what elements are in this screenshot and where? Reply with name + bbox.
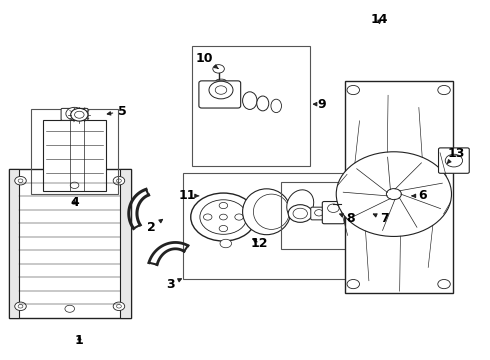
Bar [281, 182, 348, 249]
Text: 12: 12 [251, 237, 268, 250]
Circle shape [209, 81, 233, 99]
Circle shape [15, 302, 26, 311]
Bar [344, 81, 453, 293]
Text: 2: 2 [147, 220, 163, 234]
Circle shape [215, 86, 227, 94]
Text: 7: 7 [373, 212, 389, 225]
Ellipse shape [271, 99, 281, 113]
Ellipse shape [243, 189, 291, 235]
Circle shape [113, 302, 125, 311]
Circle shape [191, 193, 256, 241]
Circle shape [71, 108, 88, 121]
FancyBboxPatch shape [322, 202, 344, 224]
FancyBboxPatch shape [199, 81, 241, 108]
Circle shape [74, 111, 84, 118]
Circle shape [288, 205, 312, 222]
Bar [121, 170, 131, 318]
Bar [31, 109, 118, 194]
Circle shape [200, 200, 247, 234]
Text: 10: 10 [196, 52, 218, 68]
Bar [183, 173, 351, 279]
FancyBboxPatch shape [439, 148, 469, 173]
Circle shape [220, 214, 227, 220]
FancyBboxPatch shape [311, 207, 326, 220]
Circle shape [219, 202, 228, 209]
Bar [8, 170, 19, 318]
Text: 6: 6 [412, 189, 427, 202]
Circle shape [66, 107, 83, 120]
Circle shape [117, 305, 122, 308]
Text: 1: 1 [75, 334, 84, 347]
Circle shape [117, 179, 122, 183]
Circle shape [220, 239, 232, 248]
Circle shape [445, 154, 463, 167]
Circle shape [387, 189, 401, 199]
Circle shape [15, 176, 26, 185]
Text: 5: 5 [107, 105, 127, 118]
Ellipse shape [257, 96, 269, 111]
Bar [8, 170, 131, 318]
Bar [192, 46, 310, 166]
Text: 9: 9 [314, 98, 326, 111]
Circle shape [219, 225, 228, 232]
Text: 11: 11 [179, 189, 199, 202]
Ellipse shape [243, 92, 257, 109]
Ellipse shape [216, 79, 226, 83]
Circle shape [328, 204, 339, 212]
Circle shape [113, 176, 125, 185]
Circle shape [235, 214, 244, 220]
Circle shape [315, 210, 323, 216]
Circle shape [18, 179, 23, 183]
Text: 13: 13 [447, 147, 465, 163]
Circle shape [65, 305, 74, 312]
Circle shape [293, 208, 307, 219]
Bar [43, 120, 106, 190]
Circle shape [438, 85, 450, 95]
Circle shape [18, 305, 23, 308]
FancyBboxPatch shape [61, 108, 88, 120]
Circle shape [213, 65, 224, 73]
Text: 8: 8 [340, 212, 355, 225]
Ellipse shape [287, 190, 314, 220]
Circle shape [438, 279, 450, 289]
Ellipse shape [253, 194, 290, 229]
Text: 14: 14 [371, 13, 388, 26]
Circle shape [347, 85, 360, 95]
Circle shape [347, 279, 360, 289]
Text: 3: 3 [166, 278, 181, 291]
Circle shape [203, 214, 212, 220]
Circle shape [70, 182, 79, 189]
Text: 4: 4 [70, 197, 79, 210]
Circle shape [336, 152, 451, 237]
